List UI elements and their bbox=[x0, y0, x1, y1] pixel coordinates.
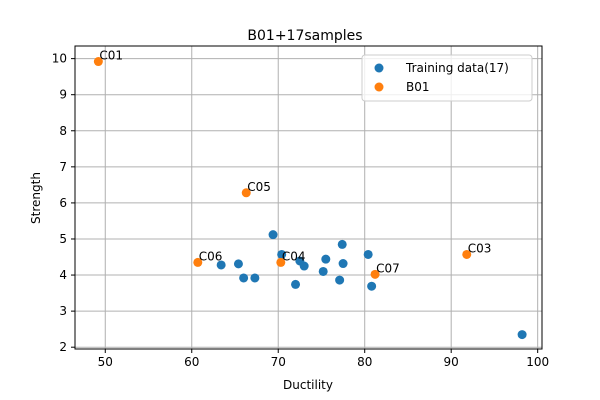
x-tick-label: 100 bbox=[526, 355, 549, 369]
training-data-point bbox=[216, 260, 226, 270]
y-tick-label: 9 bbox=[59, 88, 67, 102]
point-labels: C01 C05 C06 C04 C07 C03 bbox=[99, 49, 491, 276]
training-data-point bbox=[299, 261, 309, 271]
x-tick-label: 90 bbox=[444, 355, 459, 369]
point-label: C01 bbox=[99, 49, 123, 63]
x-axis-label: Ductility bbox=[283, 378, 333, 392]
point-label: C04 bbox=[282, 249, 306, 263]
x-tick-label: 70 bbox=[271, 355, 286, 369]
chart-title: B01+17samples bbox=[247, 28, 362, 44]
data-points bbox=[93, 57, 527, 340]
point-label: C06 bbox=[199, 249, 223, 263]
point-label: C07 bbox=[376, 261, 400, 275]
training-data-point bbox=[337, 239, 347, 249]
y-tick-label: 7 bbox=[59, 160, 67, 174]
y-tick-label: 6 bbox=[59, 196, 67, 210]
training-data-point bbox=[291, 279, 301, 289]
training-data-point bbox=[250, 273, 260, 283]
b01-data-point bbox=[370, 269, 380, 279]
training-data-point bbox=[318, 266, 328, 276]
axis-ticks: 50 60 70 80 90 100 2 3 4 5 6 7 8 9 10 bbox=[52, 52, 549, 369]
y-tick-label: 5 bbox=[59, 232, 67, 246]
point-label: C05 bbox=[247, 180, 271, 194]
training-data-point bbox=[363, 249, 373, 259]
legend-box bbox=[361, 54, 533, 102]
point-label: C03 bbox=[468, 241, 492, 255]
x-tick-label: 80 bbox=[357, 355, 372, 369]
grid-lines bbox=[75, 46, 542, 349]
x-tick-label: 60 bbox=[184, 355, 199, 369]
b01-data-point bbox=[241, 188, 251, 198]
y-tick-label: 4 bbox=[59, 268, 67, 282]
training-data-point bbox=[321, 254, 331, 264]
x-tick-label: 50 bbox=[98, 355, 113, 369]
training-data-point bbox=[239, 273, 249, 283]
b01-data-point bbox=[276, 257, 286, 267]
training-data-point bbox=[268, 230, 278, 240]
y-tick-label: 8 bbox=[59, 124, 67, 138]
y-tick-label: 10 bbox=[52, 52, 67, 66]
b01-data-point bbox=[93, 57, 103, 67]
legend-label-b01: B01 bbox=[406, 80, 430, 94]
training-data-point bbox=[367, 281, 377, 291]
training-data-point bbox=[338, 259, 348, 269]
training-data-point bbox=[277, 249, 287, 259]
plot-frame bbox=[74, 45, 543, 350]
legend-marker-training bbox=[374, 63, 384, 73]
y-axis-label: Strength bbox=[29, 172, 43, 224]
b01-data-point bbox=[462, 249, 472, 259]
b01-data-point bbox=[193, 257, 203, 267]
training-data-point bbox=[335, 275, 345, 285]
training-data-point bbox=[233, 259, 243, 269]
legend-label-training: Training data(17) bbox=[405, 61, 509, 75]
training-data-point bbox=[517, 330, 527, 340]
y-tick-label: 3 bbox=[59, 304, 67, 318]
legend: Training data(17) B01 bbox=[361, 54, 533, 102]
legend-marker-b01 bbox=[374, 82, 384, 92]
y-tick-label: 2 bbox=[59, 340, 67, 354]
